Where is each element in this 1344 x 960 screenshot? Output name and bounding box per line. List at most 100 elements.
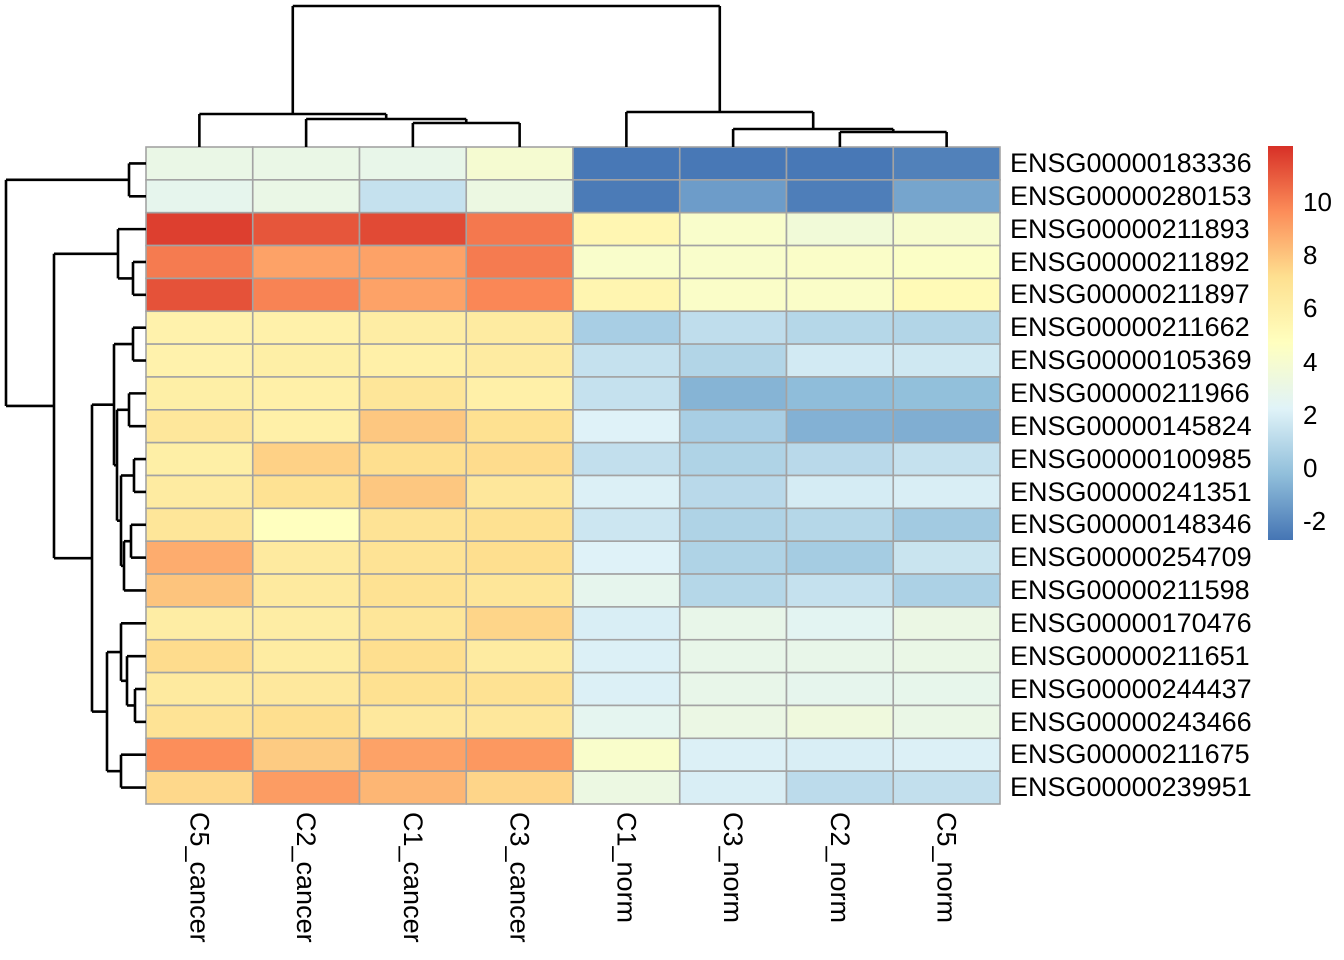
colorbar bbox=[1268, 146, 1293, 540]
column-dendrogram bbox=[198, 4, 948, 147]
row-label: ENSG00000183336 bbox=[1010, 148, 1252, 178]
heatmap-cell bbox=[145, 540, 254, 575]
heatmap-cell bbox=[572, 671, 681, 707]
row-label: ENSG00000211651 bbox=[1010, 640, 1250, 671]
heatmap-cell bbox=[678, 737, 788, 772]
heatmap-cell bbox=[678, 376, 788, 411]
column-label: C1_cancer bbox=[397, 812, 428, 943]
colorbar-tick-label: 10 bbox=[1303, 186, 1332, 217]
heatmap-cell bbox=[358, 376, 468, 411]
heatmap-cell bbox=[465, 441, 574, 477]
row-label: ENSG00000145824 bbox=[1010, 410, 1252, 441]
heatmap-cell bbox=[358, 211, 468, 247]
heatmap-cell bbox=[892, 737, 1001, 772]
heatmap-cell bbox=[145, 573, 254, 608]
column-label: C2_norm bbox=[824, 812, 855, 924]
heatmap-cell bbox=[892, 638, 1001, 674]
heatmap-cell bbox=[892, 244, 1001, 280]
heatmap-cell bbox=[785, 507, 895, 543]
heatmap-cell bbox=[465, 638, 574, 674]
heatmap-cell bbox=[358, 441, 468, 477]
heatmap-cell bbox=[678, 770, 788, 805]
heatmap-cell bbox=[358, 179, 468, 214]
heatmap-cell bbox=[785, 606, 895, 641]
heatmap-cell bbox=[358, 310, 468, 345]
heatmap-cell bbox=[251, 146, 361, 181]
colorbar-tick-label: 0 bbox=[1303, 453, 1318, 484]
heatmap-cell bbox=[572, 211, 681, 247]
heatmap-cell bbox=[145, 376, 254, 411]
heatmap-cell bbox=[145, 441, 254, 477]
heatmap-cell bbox=[572, 376, 681, 411]
heatmap-cell bbox=[785, 671, 895, 707]
row-label: ENSG00000148346 bbox=[1010, 509, 1252, 540]
heatmap-cell bbox=[785, 573, 895, 608]
row-label: ENSG00000211675 bbox=[1010, 739, 1250, 770]
heatmap-cell bbox=[785, 638, 895, 674]
heatmap-cell bbox=[572, 507, 681, 543]
row-label: ENSG00000211893 bbox=[1010, 213, 1250, 244]
heatmap-cell bbox=[572, 343, 681, 378]
heatmap-cell bbox=[465, 179, 574, 214]
heatmap-cell bbox=[572, 737, 681, 772]
heatmap-cell bbox=[678, 146, 788, 181]
heatmap-cell bbox=[572, 606, 681, 641]
heatmap-cell bbox=[572, 638, 681, 674]
column-label: C1_norm bbox=[611, 812, 642, 924]
row-label: ENSG00000254709 bbox=[1010, 542, 1252, 573]
heatmap-cell bbox=[892, 277, 1001, 313]
heatmap-cell bbox=[465, 540, 574, 575]
heatmap-cell bbox=[892, 770, 1001, 805]
heatmap-cell bbox=[892, 310, 1001, 345]
heatmap-cell bbox=[358, 704, 468, 740]
heatmap-cell bbox=[572, 474, 681, 510]
heatmap-cell bbox=[465, 277, 574, 313]
heatmap-cell bbox=[678, 606, 788, 641]
row-label: ENSG00000211966 bbox=[1010, 378, 1250, 408]
heatmap-cell bbox=[358, 507, 468, 543]
heatmap-cell bbox=[145, 704, 254, 740]
heatmap-cell bbox=[145, 507, 254, 543]
heatmap-cell bbox=[465, 704, 574, 740]
heatmap-cell bbox=[358, 770, 468, 805]
heatmap-cell bbox=[785, 376, 895, 411]
heatmap-cell bbox=[572, 408, 681, 444]
heatmap-cell bbox=[145, 179, 254, 214]
heatmap-cell bbox=[678, 441, 788, 477]
heatmap-cell bbox=[358, 474, 468, 510]
heatmap-cell bbox=[785, 770, 895, 805]
column-label: C2_cancer bbox=[291, 812, 322, 943]
heatmap-cell bbox=[358, 606, 468, 641]
heatmap-cell bbox=[892, 540, 1001, 575]
heatmap-cell bbox=[465, 343, 574, 378]
heatmap-cell bbox=[785, 474, 895, 510]
heatmap-cell bbox=[251, 277, 361, 313]
heatmap-cell bbox=[358, 737, 468, 772]
heatmap-cell bbox=[678, 211, 788, 247]
heatmap-cell bbox=[465, 770, 574, 805]
heatmap-cell bbox=[251, 770, 361, 805]
heatmap-cell bbox=[145, 343, 254, 378]
row-label: ENSG00000280153 bbox=[1010, 180, 1252, 211]
heatmap-cell bbox=[678, 638, 788, 674]
column-label: C5_cancer bbox=[184, 812, 215, 943]
heatmap-cell bbox=[678, 573, 788, 608]
heatmap-cells bbox=[145, 146, 1001, 805]
row-label: ENSG00000211662 bbox=[1010, 312, 1250, 343]
heatmap-cell bbox=[892, 704, 1001, 740]
colorbar-tick-label: 8 bbox=[1303, 240, 1318, 271]
heatmap-cell bbox=[892, 408, 1001, 444]
heatmap-cell bbox=[251, 310, 361, 345]
heatmap-cell bbox=[251, 179, 361, 214]
heatmap-cell bbox=[145, 408, 254, 444]
heatmap-cell bbox=[145, 146, 254, 181]
heatmap-cell bbox=[785, 441, 895, 477]
heatmap-cell bbox=[785, 343, 895, 378]
heatmap-cell bbox=[785, 310, 895, 345]
row-label: ENSG00000211892 bbox=[1010, 246, 1250, 277]
heatmap-cell bbox=[572, 540, 681, 575]
heatmap-cell bbox=[785, 540, 895, 575]
heatmap-cell bbox=[785, 737, 895, 772]
row-label: ENSG00000211897 bbox=[1010, 279, 1250, 310]
